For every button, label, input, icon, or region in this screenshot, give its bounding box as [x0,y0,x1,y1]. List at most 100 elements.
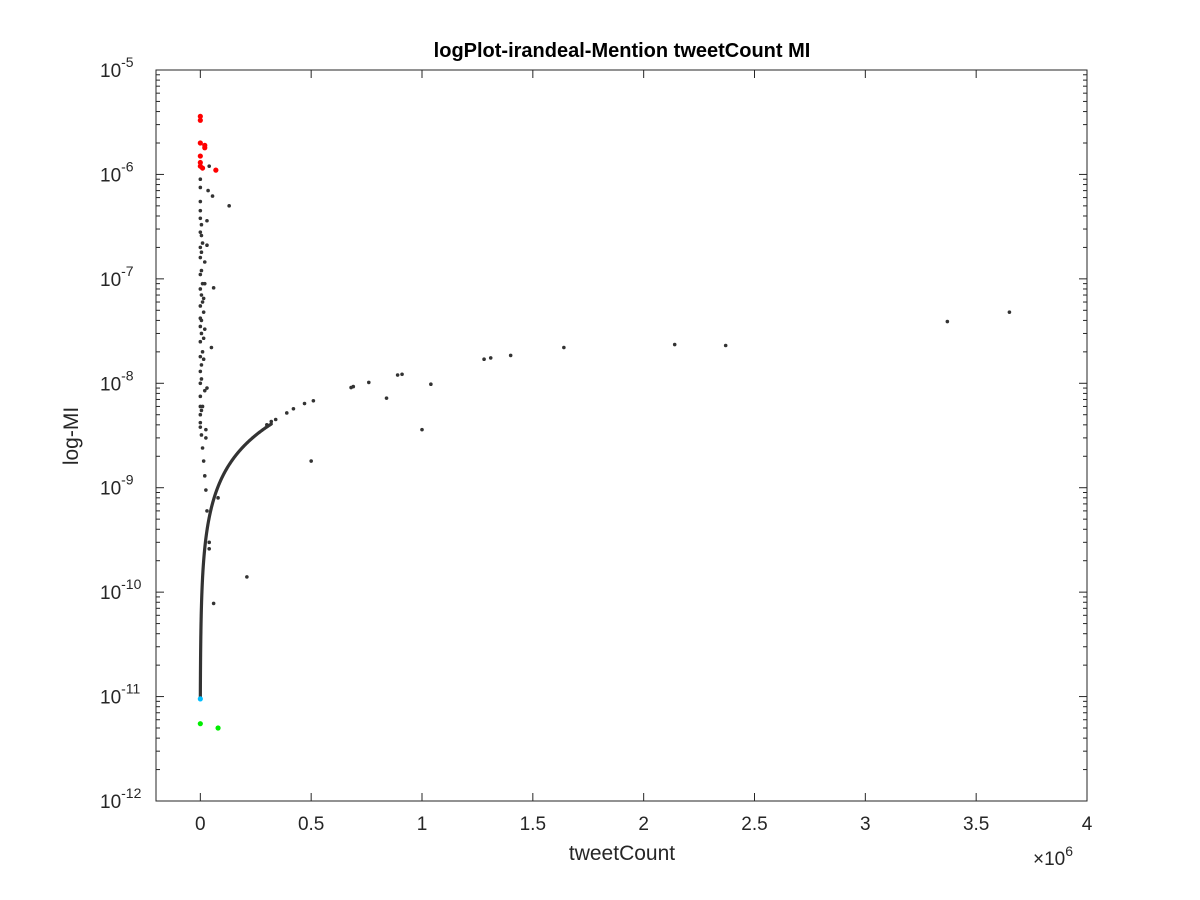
plot-area [197,113,1012,731]
data-point [201,336,206,341]
data-point [482,357,486,362]
x-axis-label: tweetCount [569,842,675,865]
x-tick-label: 2 [638,814,649,835]
data-point [199,268,204,273]
data-point [205,386,209,390]
data-point [198,324,203,329]
data-point [198,230,203,234]
data-point [198,177,203,182]
data-point [201,296,206,301]
x-multiplier-base: ×10 [1033,849,1065,870]
x-tick-label: 0.5 [298,814,324,835]
data-point [205,218,209,223]
data-point [723,343,728,348]
data-point [420,427,424,432]
x-tick-label: 4 [1082,814,1093,835]
data-point [200,300,205,304]
data-point [198,255,203,260]
series-0 [198,164,1012,606]
data-point [199,222,204,227]
data-point [245,575,249,579]
data-point [273,417,278,422]
data-point [302,401,307,406]
y-tick-label: 10-7 [100,263,134,291]
data-point [204,488,208,492]
data-point [198,412,203,417]
data-point [508,353,513,358]
data-point [197,159,203,166]
chart-title: logPlot-irandeal-Mention tweetCount MI [434,40,811,62]
data-point [211,601,216,606]
data-point [199,363,204,367]
data-point [198,185,203,190]
data-point [198,339,203,344]
data-point [395,373,400,377]
series-1 [197,113,219,173]
data-point [200,281,205,286]
data-point [209,345,214,350]
data-point [198,245,203,250]
data-point [211,286,216,290]
y-tick-label: 10-10 [100,576,142,604]
data-point [204,436,208,440]
data-point [488,356,493,360]
data-point [199,293,204,297]
data-point [429,382,433,387]
data-point [349,385,353,390]
data-point [198,208,203,213]
y-axis-ticks: 10-12 10-11 10-10 10-9 10-8 10-7 10-6 10-5 [100,54,1087,813]
data-point [197,153,203,159]
axes-box [155,69,1088,802]
y-tick-label: 10-5 [100,54,134,82]
x-tick-label: 1 [417,814,428,835]
y-tick-label: 10-11 [100,681,141,709]
data-point [197,696,203,702]
data-point [198,420,203,425]
data-point [367,380,371,385]
data-point [207,164,211,168]
data-point [265,423,269,427]
data-point [200,350,205,354]
data-point [198,354,203,359]
x-tick-label: 2.5 [741,814,767,835]
data-point [291,406,296,411]
data-point [202,145,208,151]
x-multiplier: ×106 [1033,843,1073,870]
data-point [198,199,203,204]
data-point [198,369,203,374]
data-point [202,474,207,478]
data-point [198,394,203,399]
data-point [215,725,221,731]
data-point [284,411,289,415]
data-point [198,304,203,308]
data-point [199,165,206,171]
data-point [199,408,204,413]
data-point [200,446,205,450]
data-point [384,396,389,400]
data-point [201,310,206,314]
data-point [201,459,206,463]
main-curve [198,422,273,701]
data-point [207,547,211,551]
data-point [198,216,203,221]
x-multiplier-exponent: 6 [1065,843,1073,859]
y-tick-label: 10-12 [100,785,142,813]
data-point [309,459,313,463]
data-point [205,509,209,513]
data-point [945,319,950,324]
data-point [205,243,209,248]
x-axis-ticks: 0 0.5 1 1.5 2 2.5 3 3.5 4 [195,70,1093,835]
x-tick-label: 3.5 [963,814,989,835]
data-point [197,113,203,119]
data-point [311,398,316,403]
data-point [227,204,231,208]
y-tick-label: 10-8 [100,367,134,395]
y-axis-label: log-MI [60,407,83,465]
x-tick-label: 3 [860,814,871,835]
data-point [200,241,205,245]
data-point [198,287,203,291]
data-point [199,433,204,437]
data-point [202,388,207,393]
